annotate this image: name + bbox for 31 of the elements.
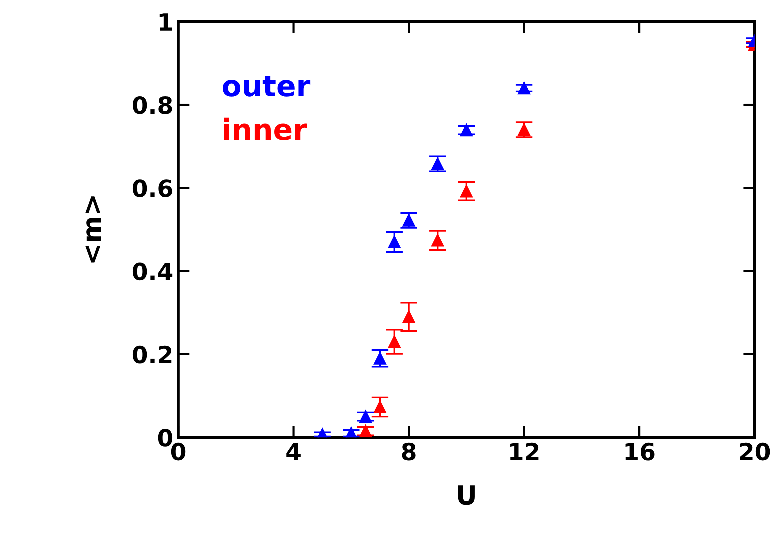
y-tick-label: 0.2 xyxy=(132,346,172,364)
point xyxy=(345,427,358,438)
x-tick-label: 0 xyxy=(171,442,186,461)
point xyxy=(460,124,473,137)
point xyxy=(518,82,531,95)
x-tick-label: 12 xyxy=(510,442,539,460)
point xyxy=(432,234,444,247)
point xyxy=(388,236,401,248)
point xyxy=(402,214,416,227)
x-tick-label: 16 xyxy=(626,442,655,461)
x-tick-label: 4 xyxy=(286,443,301,460)
y-axis-title: <m> xyxy=(86,196,102,263)
y-tick-label: 1 xyxy=(160,14,172,31)
point xyxy=(518,124,531,136)
point xyxy=(374,352,386,365)
point xyxy=(360,410,372,424)
x-axis-title: U xyxy=(458,486,475,506)
text: outer xyxy=(223,76,311,97)
point xyxy=(402,310,416,324)
text: inner xyxy=(224,118,308,141)
point xyxy=(374,401,386,414)
x-tick-label: 20 xyxy=(740,442,770,461)
point xyxy=(432,158,444,170)
x-tick-label: 8 xyxy=(402,442,416,461)
y-tick-label: 0.8 xyxy=(132,96,172,114)
y-tick-label: 0.6 xyxy=(132,180,172,198)
y-tick-label: 0.4 xyxy=(132,262,173,281)
y-tick-label: 0 xyxy=(158,429,173,447)
point xyxy=(460,185,473,198)
point xyxy=(360,425,372,438)
point xyxy=(388,336,401,348)
